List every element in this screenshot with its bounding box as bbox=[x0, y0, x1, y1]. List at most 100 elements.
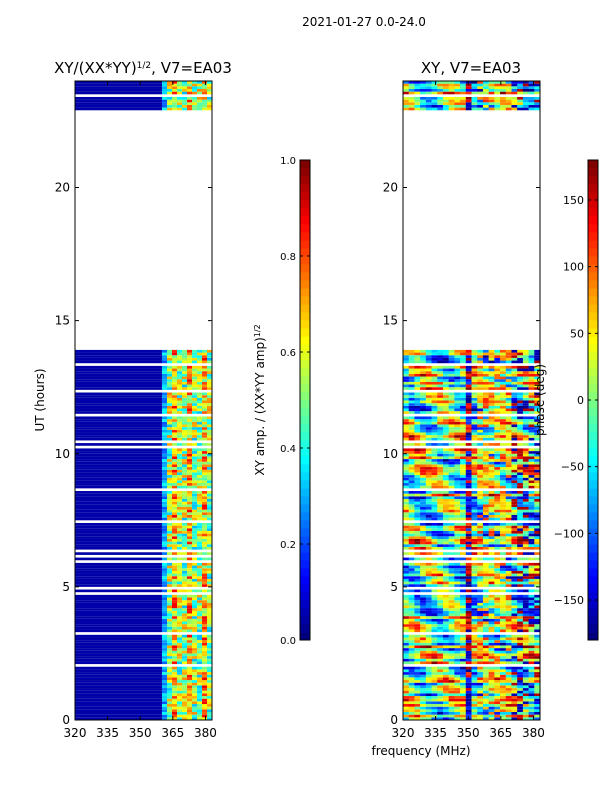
phase-cell bbox=[534, 650, 540, 654]
amp-high-band-cell bbox=[197, 693, 203, 697]
amp-high-band-cell bbox=[202, 570, 208, 574]
phase-cell bbox=[488, 602, 495, 606]
phase-cell bbox=[420, 499, 427, 502]
phase-cell bbox=[494, 384, 501, 388]
phase-cell bbox=[482, 570, 489, 574]
phase-cell bbox=[403, 400, 410, 404]
phase-cell bbox=[522, 429, 529, 433]
amp-high-band-cell bbox=[202, 581, 208, 585]
colorbar-segment bbox=[588, 176, 598, 185]
phase-cell bbox=[522, 472, 529, 476]
phase-cell bbox=[534, 541, 540, 545]
amp-high-band-cell bbox=[186, 456, 193, 460]
phase-cell bbox=[471, 621, 478, 625]
amp-high-band-cell bbox=[166, 666, 173, 670]
amp-high-band-cell bbox=[161, 714, 168, 718]
phase-cell bbox=[425, 349, 432, 353]
phase-cell bbox=[414, 355, 421, 358]
phase-cell bbox=[500, 451, 507, 454]
phase-cell bbox=[505, 464, 512, 468]
phase-cell bbox=[534, 376, 540, 380]
phase-cell bbox=[454, 429, 461, 433]
phase-cell bbox=[460, 674, 467, 678]
amp-high-band-cell bbox=[166, 706, 173, 710]
amp-high-band-cell bbox=[202, 469, 208, 473]
amp-high-band-cell bbox=[176, 435, 183, 438]
phase-cell bbox=[454, 616, 461, 619]
amp-high-band-cell bbox=[161, 81, 168, 84]
phase-cell bbox=[420, 672, 427, 675]
amp-high-band-cell bbox=[181, 491, 188, 494]
phase-cell bbox=[482, 698, 489, 702]
phase-cell bbox=[511, 405, 518, 409]
amp-high-band-cell bbox=[191, 576, 198, 579]
amp-high-band-cell bbox=[161, 501, 168, 505]
phase-cell bbox=[437, 405, 444, 409]
amp-high-band-cell bbox=[161, 483, 168, 486]
phase-cell bbox=[425, 480, 432, 484]
phase-cell bbox=[448, 552, 455, 555]
phase-cell bbox=[420, 405, 427, 409]
phase-cell bbox=[420, 99, 427, 103]
phase-cell bbox=[448, 698, 455, 702]
phase-cell bbox=[420, 384, 427, 388]
phase-cell bbox=[482, 565, 489, 569]
phase-cell bbox=[477, 491, 484, 494]
amp-high-band-cell bbox=[161, 688, 168, 691]
phase-cell bbox=[403, 435, 410, 438]
phase-cell bbox=[465, 501, 472, 505]
phase-cell bbox=[505, 717, 512, 720]
phase-cell bbox=[437, 656, 444, 659]
phase-cell bbox=[454, 642, 461, 646]
amp-high-band-cell bbox=[171, 384, 178, 388]
phase-cell bbox=[517, 480, 524, 484]
phase-cell bbox=[420, 419, 427, 422]
amp-high-band-cell bbox=[171, 685, 178, 689]
amp-high-band-cell bbox=[176, 472, 183, 476]
amp-high-band-cell bbox=[166, 480, 173, 484]
phase-cell bbox=[448, 86, 455, 89]
phase-cell bbox=[505, 91, 512, 95]
amp-high-band-cell bbox=[186, 437, 193, 441]
amp-high-band-cell bbox=[202, 387, 208, 390]
colorbar-segment bbox=[300, 336, 310, 345]
colorbar-segment bbox=[300, 224, 310, 233]
phase-cell bbox=[517, 693, 524, 697]
phase-cell bbox=[465, 419, 472, 422]
phase-cell bbox=[448, 594, 455, 598]
amp-low-band-cell bbox=[75, 634, 162, 638]
phase-cell bbox=[454, 376, 461, 380]
amp-high-band-cell bbox=[207, 677, 212, 681]
phase-cell bbox=[528, 360, 535, 364]
amp-high-band-cell bbox=[197, 570, 203, 574]
phase-cell bbox=[488, 387, 495, 390]
amp-high-band-cell bbox=[171, 102, 178, 105]
amp-high-band-cell bbox=[176, 88, 183, 92]
amp-high-band-cell bbox=[181, 653, 188, 657]
phase-cell bbox=[431, 453, 438, 457]
phase-cell bbox=[517, 456, 524, 460]
amp-high-band-cell bbox=[207, 397, 212, 401]
phase-cell bbox=[431, 467, 438, 470]
phase-cell bbox=[477, 581, 484, 585]
amp-high-band-cell bbox=[176, 568, 183, 571]
phase-cell bbox=[534, 693, 540, 697]
amp-high-band-cell bbox=[176, 530, 183, 534]
colorbar-segment bbox=[588, 344, 598, 353]
x-tick-label: 335 bbox=[96, 726, 119, 740]
phase-cell bbox=[442, 688, 449, 691]
amp-high-band-cell bbox=[176, 368, 183, 372]
amp-high-band-cell bbox=[176, 581, 183, 585]
amp-high-band-cell bbox=[207, 546, 212, 550]
phase-cell bbox=[500, 677, 507, 681]
phase-cell bbox=[408, 674, 415, 678]
amp-low-band-cell bbox=[75, 568, 162, 571]
amp-high-band-cell bbox=[191, 485, 198, 489]
amp-high-band-cell bbox=[181, 528, 188, 531]
phase-cell bbox=[454, 709, 461, 713]
phase-cell bbox=[442, 616, 449, 619]
phase-cell bbox=[408, 507, 415, 510]
amp-high-band-cell bbox=[161, 669, 168, 673]
phase-cell bbox=[448, 570, 455, 574]
phase-cell bbox=[460, 712, 467, 715]
